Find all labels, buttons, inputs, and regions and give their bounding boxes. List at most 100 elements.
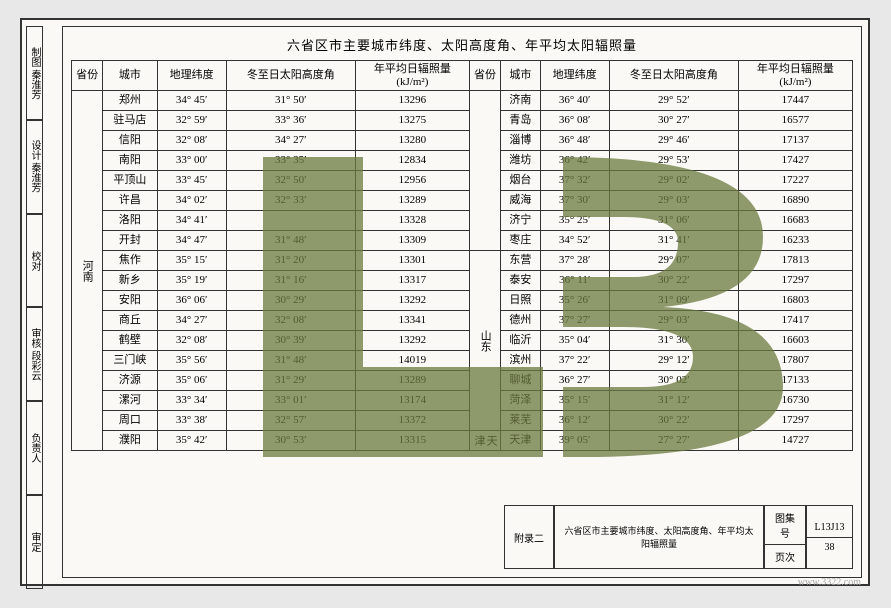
cell-irr: 17137 <box>738 131 852 151</box>
cell-irr: 13292 <box>355 331 469 351</box>
side-label: 校对 <box>26 214 43 308</box>
cell-ang: 30° 22′ <box>609 271 738 291</box>
cell-city: 天津 <box>501 431 540 451</box>
table-row: 南阳33° 00′33° 35′12834潍坊36° 42′29° 53′174… <box>72 151 853 171</box>
cell-city: 三门峡 <box>103 351 157 371</box>
cell-irr: 17133 <box>738 371 852 391</box>
cell-lat: 36° 27′ <box>540 371 609 391</box>
cell-lat: 37° 28′ <box>540 251 609 271</box>
cell-lat: 32° 08′ <box>157 131 226 151</box>
cell-city: 濮阳 <box>103 431 157 451</box>
cell-city: 鹤壁 <box>103 331 157 351</box>
th-city: 城市 <box>501 61 540 91</box>
cell-lat: 39° 05′ <box>540 431 609 451</box>
cell-lat: 33° 34′ <box>157 391 226 411</box>
cell-ang: 33° 35′ <box>226 151 355 171</box>
cell-ang: 29° 03′ <box>609 191 738 211</box>
cell-lat: 34° 47′ <box>157 231 226 251</box>
cell-ang: 31° 48′ <box>226 351 355 371</box>
cell-city: 青岛 <box>501 111 540 131</box>
cell-lat: 35° 26′ <box>540 291 609 311</box>
side-label: 设计 秦淮芳 <box>26 120 43 214</box>
cell-city: 开封 <box>103 231 157 251</box>
cell-ang: 29° 46′ <box>609 131 738 151</box>
cell-city: 淄博 <box>501 131 540 151</box>
cell-lat: 36° 11′ <box>540 271 609 291</box>
table-row: 平顶山33° 45′32° 50′12956烟台37° 32′29° 02′17… <box>72 171 853 191</box>
cell-irr: 13174 <box>355 391 469 411</box>
cell-city: 驻马店 <box>103 111 157 131</box>
th-province: 省份 <box>469 61 500 91</box>
cell-ang: 33° 36′ <box>226 111 355 131</box>
cell-irr: 13296 <box>355 91 469 111</box>
side-label: 制图 秦淮芳 <box>26 26 43 120</box>
cell-irr: 16603 <box>738 331 852 351</box>
cell-irr: 17807 <box>738 351 852 371</box>
cell-city: 聊城 <box>501 371 540 391</box>
cell-lat: 36° 12′ <box>540 411 609 431</box>
cell-irr: 13301 <box>355 251 469 271</box>
table-row: 新乡35° 19′31° 16′13317泰安36° 11′30° 22′172… <box>72 271 853 291</box>
cell-irr: 12834 <box>355 151 469 171</box>
cell-lat: 35° 56′ <box>157 351 226 371</box>
cell-ang: 31° 16′ <box>226 271 355 291</box>
province-cell: 山东 <box>469 251 500 431</box>
cell-city: 许昌 <box>103 191 157 211</box>
cell-irr: 17427 <box>738 151 852 171</box>
cell-city: 焦作 <box>103 251 157 271</box>
cell-lat: 36° 40′ <box>540 91 609 111</box>
cell-city: 莱芜 <box>501 411 540 431</box>
cell-lat: 34° 27′ <box>157 311 226 331</box>
cell-irr: 13289 <box>355 371 469 391</box>
cell-ang: 30° 27′ <box>609 111 738 131</box>
side-label: 负责人 <box>26 401 43 495</box>
cell-lat: 32° 59′ <box>157 111 226 131</box>
table-row: 洛阳34° 41′13328济宁35° 25′31° 06′16683 <box>72 211 853 231</box>
cell-lat: 36° 48′ <box>540 131 609 151</box>
footer-fig-no: L13J13 <box>807 518 852 538</box>
th-city: 城市 <box>103 61 157 91</box>
cell-lat: 37° 22′ <box>540 351 609 371</box>
cell-city: 漯河 <box>103 391 157 411</box>
th-irradiation: 年平均日辐照量 (kJ/m²) <box>738 61 852 91</box>
cell-ang: 30° 02′ <box>609 371 738 391</box>
cell-irr: 17297 <box>738 411 852 431</box>
cell-lat: 36° 06′ <box>157 291 226 311</box>
cell-ang: 29° 52′ <box>609 91 738 111</box>
cell-city: 烟台 <box>501 171 540 191</box>
cell-ang: 30° 39′ <box>226 331 355 351</box>
footer-box: 附录二 六省区市主要城市纬度、太阳高度角、年平均太阳辐照量 图集号 页次 L13… <box>504 505 853 569</box>
cell-lat: 36° 08′ <box>540 111 609 131</box>
cell-lat: 35° 25′ <box>540 211 609 231</box>
table-row: 周口33° 38′32° 57′13372莱芜36° 12′30° 22′172… <box>72 411 853 431</box>
cell-lat: 34° 41′ <box>157 211 226 231</box>
cell-lat: 33° 45′ <box>157 171 226 191</box>
cell-lat: 33° 38′ <box>157 411 226 431</box>
footer-page-label: 页次 <box>765 545 805 568</box>
table-row: 信阳32° 08′34° 27′13280淄博36° 48′29° 46′171… <box>72 131 853 151</box>
cell-ang: 32° 08′ <box>226 311 355 331</box>
footer-desc: 六省区市主要城市纬度、太阳高度角、年平均太阳辐照量 <box>554 505 764 569</box>
cell-ang: 32° 33′ <box>226 191 355 211</box>
table-row: 商丘34° 27′32° 08′13341德州37° 27′29° 03′174… <box>72 311 853 331</box>
cell-city: 南阳 <box>103 151 157 171</box>
cell-ang: 30° 29′ <box>226 291 355 311</box>
table-row: 河南郑州34° 45′31° 50′13296济南36° 40′29° 52′1… <box>72 91 853 111</box>
page-frame: 制图 秦淮芳 设计 秦淮芳 校对 审核 段彩云 负责人 审定 六省区市主要城市纬… <box>20 18 870 586</box>
cell-city: 商丘 <box>103 311 157 331</box>
th-province: 省份 <box>72 61 103 91</box>
cell-ang: 30° 53′ <box>226 431 355 451</box>
side-label: 审定 <box>26 495 43 589</box>
cell-irr: 16730 <box>738 391 852 411</box>
cell-irr: 16890 <box>738 191 852 211</box>
cell-ang: 31° 12′ <box>609 391 738 411</box>
cell-ang: 30° 22′ <box>609 411 738 431</box>
cell-city: 济宁 <box>501 211 540 231</box>
cell-irr: 13280 <box>355 131 469 151</box>
cell-city: 临沂 <box>501 331 540 351</box>
table-row: 济源35° 06′31° 29′13289聊城36° 27′30° 02′171… <box>72 371 853 391</box>
cell-city: 滨州 <box>501 351 540 371</box>
cell-irr: 16683 <box>738 211 852 231</box>
cell-irr: 13315 <box>355 431 469 451</box>
province-cell <box>469 91 500 251</box>
